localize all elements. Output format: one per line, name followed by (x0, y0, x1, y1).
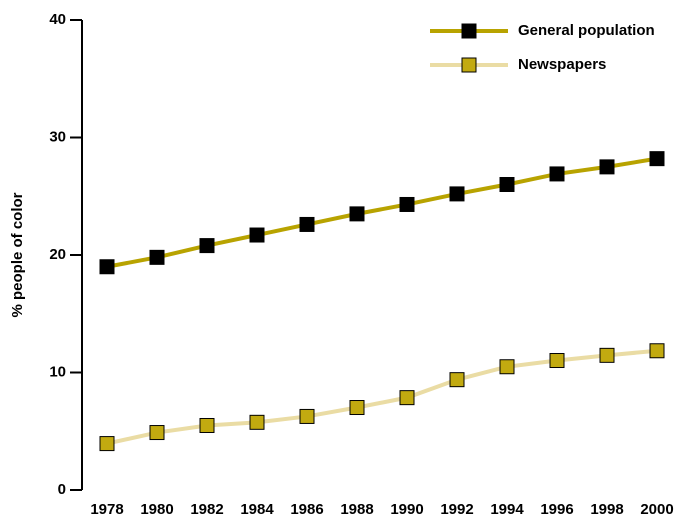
data-point (499, 359, 515, 375)
data-point (649, 151, 665, 167)
y-tick-label: 30 (49, 128, 66, 145)
x-tick-label: 1986 (290, 501, 323, 518)
data-point (549, 166, 565, 182)
data-point (149, 425, 165, 441)
data-point (299, 216, 315, 232)
x-tick-label: 1994 (490, 501, 524, 518)
x-tick-label: 1996 (540, 501, 573, 518)
y-tick-label: 10 (49, 363, 66, 380)
data-point (449, 186, 465, 202)
legend-marker (461, 23, 477, 39)
series-line (106, 348, 658, 446)
data-point (399, 196, 415, 212)
x-tick-label: 1978 (90, 501, 123, 518)
data-point (199, 238, 215, 254)
data-point (649, 343, 665, 359)
data-point (449, 372, 465, 388)
data-point (99, 436, 115, 452)
x-tick-label: 1988 (340, 501, 373, 518)
x-tick-label: 1984 (240, 501, 274, 518)
y-tick-label: 20 (49, 246, 66, 263)
x-tick-label: 2000 (640, 501, 673, 518)
data-point (99, 259, 115, 275)
y-tick-label: 40 (49, 11, 66, 28)
data-point (149, 249, 165, 265)
y-axis-label: % people of color (9, 192, 26, 317)
legend-label: Newspapers (518, 56, 606, 73)
x-tick-label: 1992 (440, 501, 473, 518)
series-line (106, 156, 658, 269)
data-point (349, 400, 365, 416)
legend-marker (461, 57, 477, 73)
x-tick-label: 1982 (190, 501, 223, 518)
data-point (249, 414, 265, 430)
data-point (499, 177, 515, 192)
legend-label: General population (518, 22, 655, 39)
data-point (299, 408, 315, 424)
data-point (199, 417, 215, 433)
x-tick-label: 1980 (140, 501, 173, 518)
x-tick-label: 1998 (590, 501, 623, 518)
data-point (549, 353, 565, 369)
data-point (599, 159, 615, 175)
y-tick-label: 0 (58, 481, 66, 498)
x-tick-label: 1990 (390, 501, 423, 518)
data-point (249, 227, 265, 243)
data-point (599, 347, 615, 363)
data-point (349, 206, 365, 222)
data-point (399, 390, 415, 406)
